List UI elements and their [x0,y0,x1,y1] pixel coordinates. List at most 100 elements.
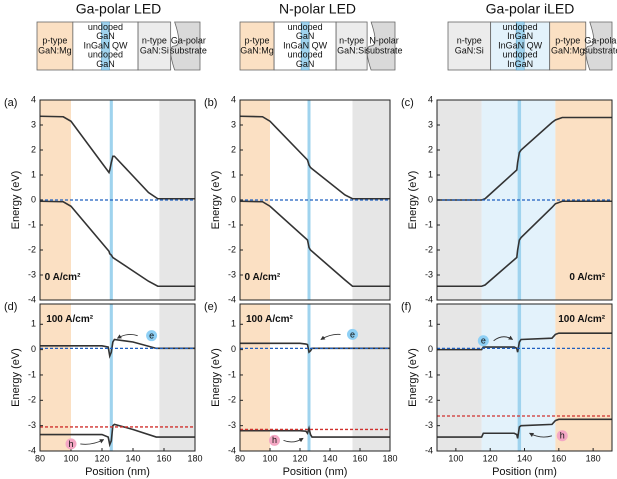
y-tick-label: -2 [228,395,236,405]
y-tick-label: 0 [231,344,236,354]
layer-label: undoped [88,22,123,32]
carrier-bubble [65,438,77,450]
y-tick-label: 0 [428,344,433,354]
layer-label: GaN:Si [140,45,169,55]
carrier-arrow [320,333,341,340]
panel-label: (d) [4,301,17,313]
layer-label: p-type [555,35,580,45]
y-tick-label: 1 [31,319,36,329]
carrier-label: h [560,431,565,441]
layer-region [517,304,522,451]
y-tick-label: -4 [228,294,236,304]
y-tick-label: -3 [425,269,433,279]
x-tick-label: 80 [35,453,45,463]
plot-area [40,100,195,300]
plot-area [437,304,612,451]
y-tick-label: -2 [425,244,433,254]
layer-region [307,304,311,451]
current-density: 0 A/cm² [569,272,605,283]
y-tick-label: -2 [28,244,36,254]
y-tick-label: -1 [425,219,433,229]
carrier-bubble [146,330,158,342]
y-tick-label: -3 [28,269,36,279]
y-tick-label: 1 [231,319,236,329]
y-axis-title: Energy (eV) [407,348,419,407]
y-tick-label: 0 [31,344,36,354]
layer-region [240,304,270,451]
y-tick-label: 1 [428,319,433,329]
y-tick-label: -1 [28,369,36,379]
layer-label: substrate [170,45,207,55]
y-tick-label: -1 [28,219,36,229]
plot-area [40,304,195,451]
carrier-arrow [283,437,304,443]
carrier-bubble [269,434,280,446]
layer-label: GaN:Si [455,45,484,55]
band-edge [40,200,195,288]
carrier-label: e [149,331,154,341]
panel-label: (a) [4,97,17,109]
current-density: 0 A/cm² [245,272,281,283]
layer-region [437,304,482,451]
y-tick-label: 0 [31,194,36,204]
layer-region [159,304,195,451]
y-tick-label: -2 [228,244,236,254]
y-tick-label: -4 [28,445,36,455]
x-tick-label: 180 [187,453,202,463]
x-tick-label: 80 [235,453,245,463]
layer-label: GaN:Si [337,45,366,55]
band-edge [240,425,390,438]
substrate-layer [366,21,396,71]
band-edge [437,116,612,201]
y-tick-label: -1 [228,369,236,379]
y-tick-label: -1 [228,219,236,229]
substrate-layer [170,21,201,71]
layer-region [40,304,71,451]
y-tick-label: -2 [425,395,433,405]
structure-title: Ga-polar iLED [486,1,575,17]
layer-label: undoped [503,22,538,32]
band-edge [240,200,390,288]
structure-title: N-polar LED [279,1,356,17]
x-tick-label: 120 [94,453,109,463]
layer [335,21,368,71]
layer-label: undoped [288,50,323,60]
layer-label: undoped [503,50,538,60]
y-tick-label: 0 [428,194,433,204]
layer [549,21,587,71]
qw-strip [101,21,110,71]
carrier-label: h [272,435,277,445]
y-axis-title: Energy (eV) [407,171,419,230]
y-tick-label: -4 [425,294,433,304]
layer-label: Ga-polar [171,35,206,45]
x-axis-title: Position (nm) [85,466,150,478]
x-tick-label: 100 [63,453,78,463]
layer-region [109,304,113,451]
panel-label: (b) [204,97,217,109]
layer-label: GaN [296,31,315,41]
y-tick-label: -3 [228,269,236,279]
y-tick-label: -3 [425,420,433,430]
y-tick-label: -3 [228,420,236,430]
x-tick-label: 120 [483,453,498,463]
layer-label: n-type [142,35,167,45]
layer-label: GaN [96,31,115,41]
band-edge [240,115,390,200]
layer-label: InGaN QW [498,40,543,50]
current-density: 100 A/cm² [246,314,294,325]
panel-label: (e) [204,301,217,313]
carrier-arrow [80,439,105,445]
x-tick-label: 140 [322,453,337,463]
panel-label: (f) [401,301,411,313]
layer-label: N-polar [369,35,399,45]
y-axis-title: Energy (eV) [210,171,222,230]
y-tick-label: 4 [428,94,433,104]
layer-label: InGaN [507,59,533,69]
layer [447,21,492,71]
band-edge [437,200,612,288]
qw-strip [515,21,525,71]
layer-label: GaN:Mg [240,45,274,55]
x-tick-label: 180 [586,453,601,463]
current-density: 100 A/cm² [558,314,606,325]
